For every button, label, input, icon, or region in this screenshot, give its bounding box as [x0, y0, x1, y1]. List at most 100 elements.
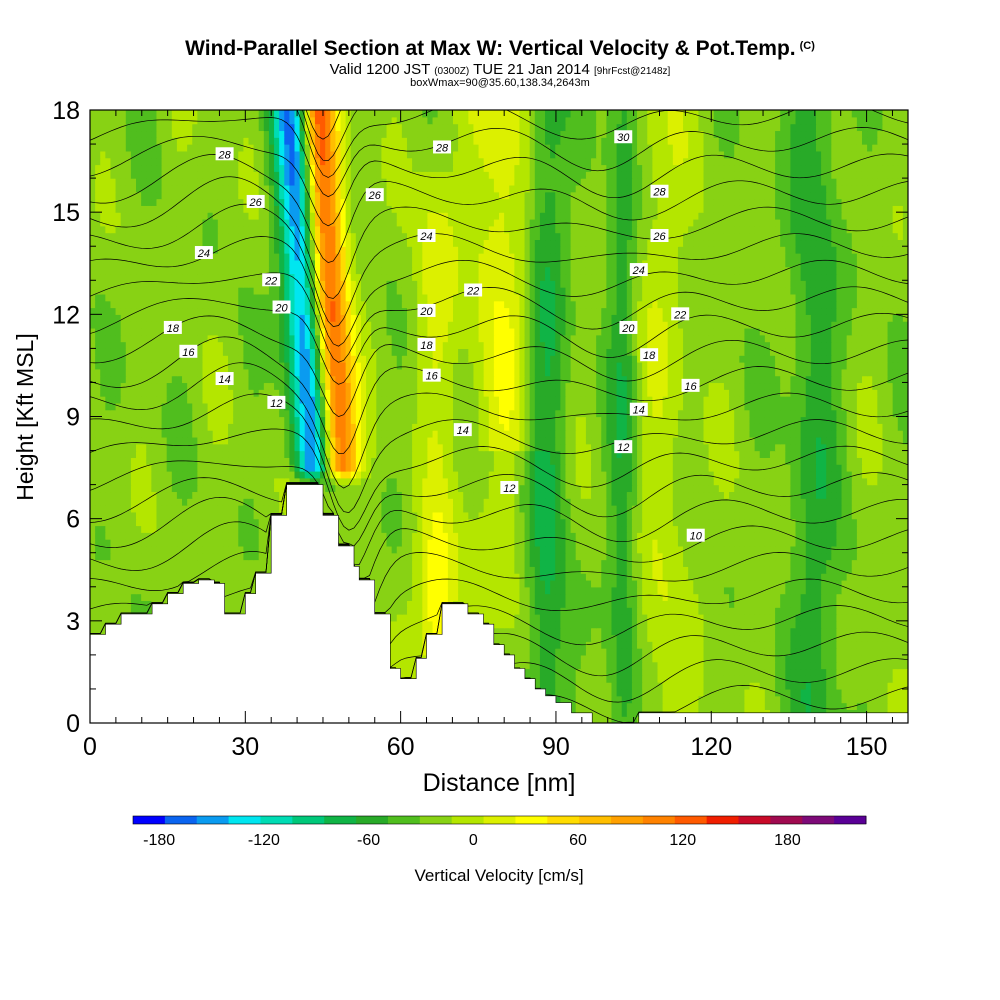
velocity-cell — [611, 614, 618, 622]
velocity-cell — [197, 505, 204, 513]
velocity-cell — [519, 627, 526, 636]
velocity-cell — [360, 532, 367, 540]
velocity-cell — [560, 545, 567, 554]
velocity-cell — [856, 668, 863, 676]
velocity-cell — [867, 607, 873, 615]
velocity-cell — [161, 566, 168, 574]
velocity-cell — [381, 525, 388, 533]
velocity-cell — [499, 627, 505, 636]
velocity-cell — [621, 559, 628, 567]
velocity-cell — [545, 614, 551, 622]
velocity-cell — [488, 593, 495, 601]
velocity-cell — [207, 539, 214, 547]
velocity-cell — [764, 634, 771, 642]
velocity-cell — [115, 525, 122, 533]
velocity-cell — [626, 566, 633, 574]
velocity-cell — [606, 579, 613, 588]
velocity-cell — [805, 532, 812, 540]
velocity-cell — [872, 600, 878, 608]
velocity-cell — [452, 518, 459, 527]
velocity-cell — [493, 539, 500, 547]
velocity-cell — [713, 607, 720, 615]
velocity-cell — [846, 695, 853, 704]
velocity-cell — [458, 525, 464, 533]
velocity-cell — [754, 532, 761, 540]
velocity-cell — [795, 682, 802, 690]
velocity-cell — [422, 614, 429, 622]
velocity-cell — [555, 511, 561, 520]
velocity-cell — [427, 566, 434, 574]
velocity-cell — [550, 579, 556, 588]
velocity-cell — [386, 539, 393, 547]
velocity-cell — [856, 532, 863, 540]
velocity-cell — [703, 511, 710, 520]
velocity-cell — [877, 688, 884, 697]
velocity-cell — [821, 675, 827, 683]
velocity-cell — [805, 702, 812, 710]
velocity-cell — [146, 579, 152, 588]
velocity-cell — [166, 586, 173, 595]
velocity-cell — [887, 539, 894, 547]
velocity-cell — [519, 641, 526, 649]
velocity-cell — [606, 654, 613, 663]
velocity-cell — [744, 579, 751, 588]
velocity-cell — [585, 552, 592, 561]
velocity-cell — [555, 675, 561, 683]
velocity-cell — [355, 518, 362, 527]
velocity-cell — [187, 573, 193, 581]
velocity-cell — [718, 675, 725, 683]
velocity-cell — [207, 511, 214, 520]
velocity-cell — [800, 614, 807, 622]
velocity-cell — [693, 518, 699, 527]
velocity-cell — [887, 586, 894, 595]
velocity-cell — [642, 634, 648, 642]
velocity-cell — [509, 532, 515, 540]
velocity-cell — [729, 552, 735, 561]
velocity-cell — [105, 532, 112, 540]
velocity-cell — [631, 545, 638, 554]
velocity-cell — [417, 600, 423, 608]
velocity-cell — [591, 627, 597, 636]
velocity-cell — [611, 702, 618, 710]
velocity-cell — [785, 634, 792, 642]
velocity-cell — [897, 593, 904, 601]
velocity-cell — [856, 586, 863, 595]
velocity-cell — [810, 695, 817, 704]
velocity-cell — [882, 675, 889, 683]
velocity-cell — [524, 668, 531, 676]
velocity-cell — [785, 695, 792, 704]
velocity-cell — [897, 607, 904, 615]
velocity-cell — [744, 566, 751, 574]
velocity-cell — [734, 552, 740, 561]
velocity-cell — [545, 586, 551, 595]
velocity-cell — [826, 648, 832, 656]
velocity-cell — [591, 668, 597, 676]
velocity-cell — [555, 668, 561, 676]
velocity-cell — [698, 545, 705, 554]
velocity-cell — [795, 607, 802, 615]
velocity-cell — [176, 511, 183, 520]
velocity-cell — [718, 559, 725, 567]
velocity-cell — [902, 532, 908, 540]
velocity-cell — [821, 668, 827, 676]
velocity-cell — [570, 600, 577, 608]
velocity-cell — [867, 661, 873, 670]
velocity-cell — [831, 675, 838, 683]
velocity-cell — [366, 552, 372, 561]
velocity-cell — [504, 566, 510, 574]
velocity-cell — [580, 661, 587, 670]
velocity-cell — [539, 682, 546, 690]
velocity-cell — [642, 627, 648, 636]
velocity-cell — [575, 614, 582, 622]
velocity-cell — [841, 702, 848, 710]
velocity-cell — [856, 627, 863, 636]
velocity-cell — [550, 682, 556, 690]
velocity-cell — [856, 566, 863, 574]
velocity-cell — [120, 505, 127, 513]
velocity-cell — [764, 641, 771, 649]
velocity-cell — [575, 627, 582, 636]
velocity-cell — [381, 573, 388, 581]
velocity-cell — [759, 593, 766, 601]
velocity-cell — [769, 579, 776, 588]
velocity-cell — [677, 552, 684, 561]
